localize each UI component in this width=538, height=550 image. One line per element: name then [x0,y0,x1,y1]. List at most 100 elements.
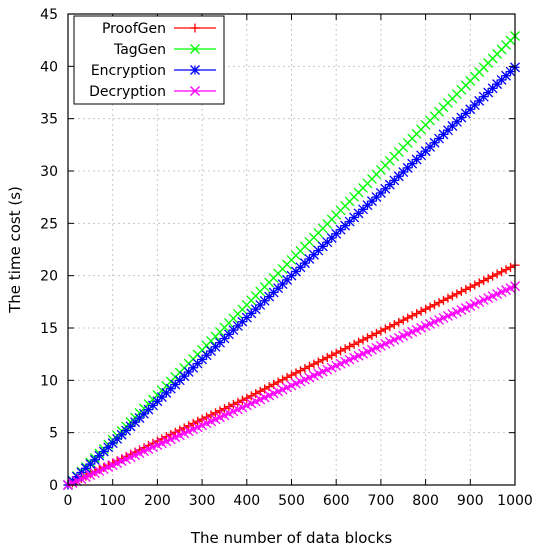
data-point [416,306,426,316]
x-tick-label: 900 [457,493,484,509]
data-point [438,295,448,305]
data-point [322,353,332,363]
y-tick-label: 20 [40,269,58,285]
data-point [367,331,377,341]
data-point [501,265,511,275]
data-point [412,309,422,319]
data-point [389,320,399,330]
x-tick-label: 800 [412,493,439,509]
data-point [461,284,471,294]
data-point [313,357,323,367]
legend-marker [190,23,200,33]
data-point [300,364,310,374]
y-tick-label: 35 [40,112,58,128]
data-point [376,326,386,336]
data-point [385,322,395,332]
x-axis-label: The number of data blocks [190,529,393,547]
data-point [318,355,328,365]
x-tick-label: 600 [323,493,350,509]
data-point [246,391,256,401]
data-point [233,397,243,407]
data-point [349,339,359,349]
y-tick-label: 5 [49,426,58,442]
legend-marker [190,86,200,96]
data-point [327,350,337,360]
data-point [497,267,507,277]
data-point [295,366,305,376]
data-point [211,408,221,418]
data-point [354,337,364,347]
x-tick-label: 400 [233,493,260,509]
data-point [470,280,480,290]
data-point [421,304,431,314]
legend-label: TagGen [113,42,166,58]
data-point [242,393,252,403]
data-point [336,346,346,356]
data-point [407,311,417,321]
axis-ticks: 0 100 200 300 400 500 600 700 800 900 1000 0 5 10 15 20… [40,7,533,509]
data-point [273,377,283,387]
series-decryption [63,281,520,490]
legend-marker [190,65,200,75]
legend-label: Encryption [91,63,166,79]
y-tick-label: 30 [40,164,58,180]
y-axis-label: The time cost (s) [6,186,24,314]
y-tick-label: 45 [40,7,58,23]
data-point [282,372,292,382]
legend-box [73,15,225,105]
data-point [452,289,462,299]
data-point [237,395,247,405]
data-point [394,317,404,327]
data-point [358,335,368,345]
x-tick-label: 300 [189,493,216,509]
data-point [456,287,466,297]
data-point [474,278,484,288]
data-point [479,276,489,286]
data-point [492,269,502,279]
x-tick-label: 700 [368,493,395,509]
data-point [430,300,440,310]
x-tick-label: 1000 [497,493,533,509]
data-point [309,359,319,369]
x-tick-label: 100 [99,493,126,509]
x-tick-label: 0 [64,493,73,509]
data-point [291,368,301,378]
data-point [224,402,234,411]
data-point [403,313,413,323]
data-point [251,389,261,399]
legend: ProofGen TagGen Encryption Decryption [73,15,225,105]
x-tick-label: 200 [144,493,171,509]
data-point [371,328,381,338]
data-point [447,291,457,301]
data-point [255,386,265,396]
legend-marker [190,44,200,54]
y-tick-label: 10 [40,373,58,389]
legend-label: Decryption [89,84,166,100]
data-point [345,342,355,352]
data-point [219,404,229,414]
y-tick-label: 15 [40,321,58,337]
grid [68,14,515,485]
data-point [278,375,288,385]
data-point [157,434,167,444]
data-point [443,293,453,303]
data-point [331,348,341,358]
series-layer [63,31,520,490]
y-tick-label: 0 [49,478,58,494]
data-point [362,333,372,343]
data-point [228,399,238,409]
legend-label: ProofGen [102,21,166,37]
data-point [465,282,475,292]
data-point [304,361,314,371]
x-tick-label: 500 [278,493,305,509]
data-point [425,302,435,312]
data-point [260,384,270,394]
data-point [340,344,350,354]
data-point [488,271,498,281]
y-tick-label: 25 [40,216,58,232]
data-point [215,406,225,416]
data-point [506,262,516,272]
data-point [398,315,408,325]
data-point [483,273,493,283]
data-point [380,324,390,334]
